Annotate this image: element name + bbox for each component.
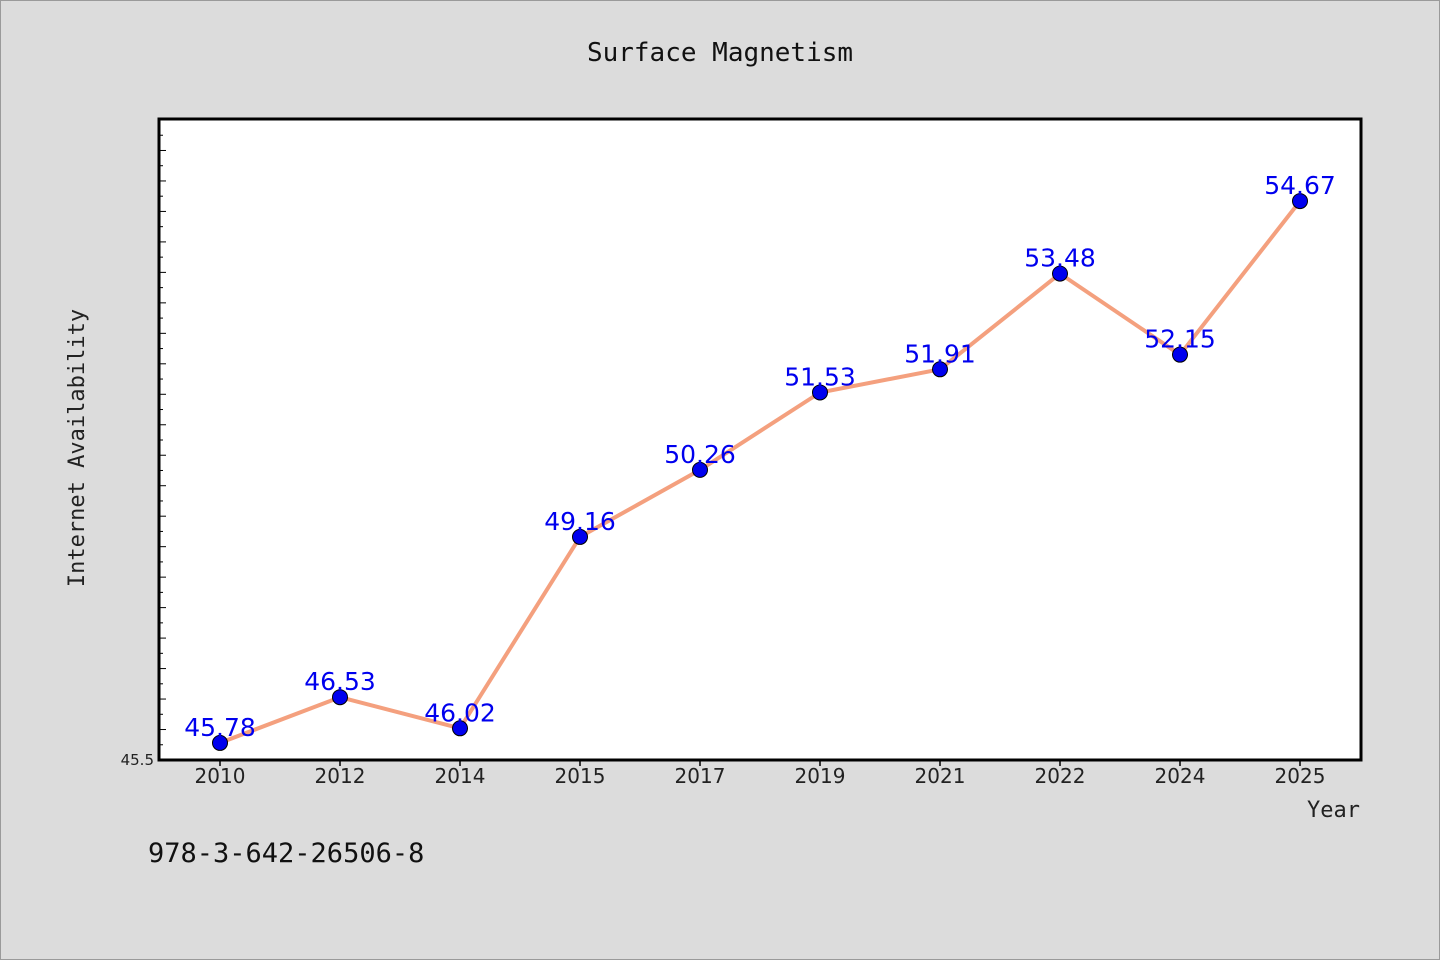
chart-title: Surface Magnetism <box>587 38 853 68</box>
data-label: 52.15 <box>1144 325 1216 354</box>
x-axis-ticks: 2010 2012 2014 2015 2017 2019 2021 2022 2024 2025 <box>195 760 1326 788</box>
data-point <box>932 361 948 378</box>
y-axis-label: Internet Availability <box>65 309 90 587</box>
data-markers <box>212 193 1308 751</box>
data-label: 51.53 <box>784 362 856 391</box>
x-tick-label: 2017 <box>675 764 726 788</box>
data-label: 51.91 <box>904 339 976 368</box>
data-point <box>1052 265 1068 282</box>
data-point <box>812 384 828 401</box>
data-label: 46.02 <box>424 698 496 727</box>
series-line <box>219 199 1302 745</box>
data-label: 53.48 <box>1024 244 1096 273</box>
data-point <box>332 689 348 706</box>
x-tick-label: 2019 <box>795 764 846 788</box>
x-tick-label: 2025 <box>1275 764 1326 788</box>
x-tick-label: 2012 <box>315 764 366 788</box>
x-axis-label: Year <box>1307 798 1360 823</box>
x-tick-label: 2021 <box>915 764 966 788</box>
data-label: 54.67 <box>1264 171 1336 200</box>
data-point <box>692 461 708 478</box>
plot-area <box>157 117 1363 762</box>
data-label: 46.53 <box>304 667 376 696</box>
data-labels: 45.78 46.53 46.02 49.16 50.26 51.53 51.91 53.48… <box>184 171 1336 742</box>
data-point <box>1172 346 1188 363</box>
data-label: 50.26 <box>664 440 736 469</box>
y-axis-ticks: 45.5 <box>121 119 166 769</box>
data-point <box>452 720 468 737</box>
x-tick-label: 2024 <box>1155 764 1206 788</box>
isbn-text: 978-3-642-26506-8 <box>148 838 424 869</box>
x-tick-label: 2022 <box>1035 764 1086 788</box>
x-tick-label: 2015 <box>555 764 606 788</box>
x-tick-label: 2014 <box>435 764 486 788</box>
data-label: 49.16 <box>544 507 616 536</box>
data-point <box>1292 193 1308 210</box>
x-tick-label: 2010 <box>195 764 246 788</box>
data-point <box>572 528 588 545</box>
data-label: 45.78 <box>184 713 256 742</box>
data-point <box>212 734 228 751</box>
y-tick-label: 45.5 <box>121 751 154 769</box>
